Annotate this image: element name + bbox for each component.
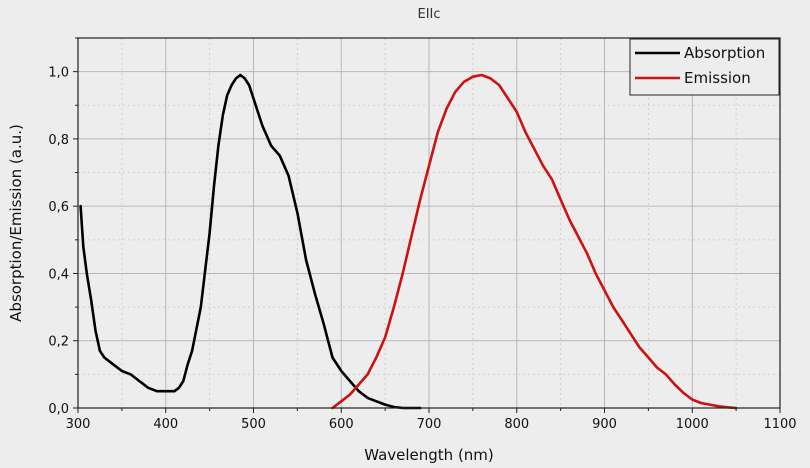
legend-box: [629, 38, 780, 96]
y-tick-labels: 0,0 0,2 0,4 0,6 0,8 1,0: [48, 66, 69, 417]
x-tick-label: 700: [417, 417, 442, 432]
x-tick-label: 600: [329, 417, 354, 432]
x-tick-label: 1000: [676, 417, 709, 432]
legend-label-emission: Emission: [684, 69, 751, 87]
y-tick-label: 0,0: [48, 402, 69, 417]
series-line-emission: [331, 73, 738, 410]
series-layer: [79, 73, 738, 410]
legend: Absorption Emission: [629, 38, 780, 96]
y-tick-label: 0,8: [48, 133, 69, 148]
chart-title: EIIc: [417, 7, 440, 22]
y-tick-label: 0,6: [48, 200, 69, 215]
y-tick-label: 1,0: [48, 66, 69, 81]
axis-ticks: [73, 37, 781, 413]
x-tick-label: 1100: [763, 417, 796, 432]
legend-label-absorption: Absorption: [684, 44, 765, 62]
series-line-absorption: [79, 73, 422, 410]
x-tick-label: 500: [241, 417, 266, 432]
x-tick-labels: 300 400 500 600 700 800 900 1000 1100: [66, 417, 797, 432]
x-tick-label: 900: [592, 417, 617, 432]
x-tick-label: 300: [66, 417, 91, 432]
y-tick-label: 0,4: [48, 267, 69, 282]
x-tick-label: 400: [153, 417, 178, 432]
x-axis-title: Wavelength (nm): [364, 446, 494, 464]
y-tick-label: 0,2: [48, 335, 69, 350]
y-axis-title: Absorption/Emission (a.u.): [7, 124, 25, 322]
x-tick-label: 800: [504, 417, 529, 432]
